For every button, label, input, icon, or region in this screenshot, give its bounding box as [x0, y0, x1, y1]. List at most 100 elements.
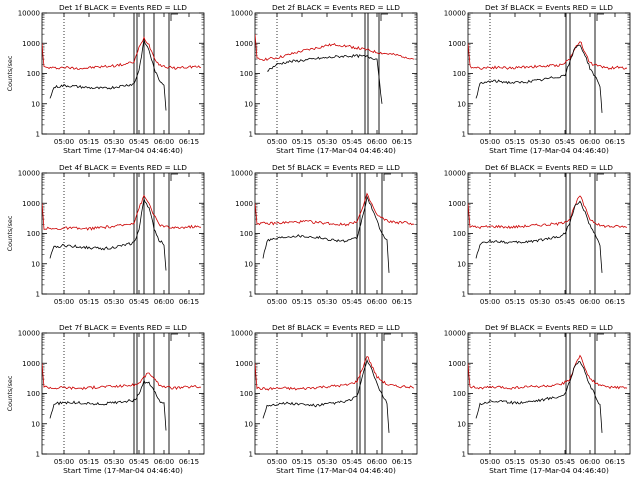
plot-frame	[467, 332, 631, 455]
y-tick-label: 10000	[231, 330, 253, 338]
panel-title: Det 5f BLACK = Events RED = LLD	[272, 163, 400, 172]
y-tick-label: 10000	[231, 170, 253, 178]
y-tick-label: 100	[27, 230, 40, 238]
y-axis-label: Counts/sec	[6, 375, 14, 411]
panel-title: Det 6f BLACK = Events RED = LLD	[485, 163, 613, 172]
bracket-mark	[170, 13, 178, 21]
series-events-line	[475, 200, 603, 273]
series-events-line	[49, 39, 167, 111]
x-tick-label: 05:00	[480, 458, 500, 466]
x-tick-label: 05:30	[104, 138, 124, 146]
y-tick-label: 1000	[448, 40, 466, 48]
panel-title: Det 3f BLACK = Events RED = LLD	[485, 3, 613, 12]
x-tick-label: 05:45	[342, 298, 362, 306]
x-tick-label: 05:45	[342, 138, 362, 146]
x-tick-label: 05:30	[530, 458, 550, 466]
x-axis-label: Start Time (17-Mar-04 04:46:40)	[489, 146, 609, 155]
x-tick-label: 05:00	[54, 138, 74, 146]
x-tick-label: 05:00	[480, 138, 500, 146]
y-tick-label: 10000	[18, 170, 40, 178]
x-axis-label: Start Time (17-Mar-04 04:46:40)	[276, 146, 396, 155]
y-tick-label: 10000	[444, 330, 466, 338]
y-tick-label: 1	[249, 291, 253, 299]
panel-det-6: Det 6f BLACK = Events RED = LLD 1 10 100 100…	[444, 163, 631, 306]
y-tick-label: 1000	[235, 200, 253, 208]
y-tick-label: 1	[249, 451, 253, 459]
y-tick-label: 10	[457, 420, 466, 428]
x-tick-label: 06:15	[605, 458, 625, 466]
series-events-line	[49, 197, 167, 271]
series-lld-line	[255, 355, 415, 391]
x-axis-label: Start Time (17-Mar-04 04:46:40)	[489, 466, 609, 475]
y-tick-label: 100	[240, 390, 253, 398]
x-tick-label: 05:30	[530, 298, 550, 306]
y-tick-label: 10	[244, 100, 253, 108]
series-events-line	[262, 358, 390, 433]
panel-title: Det 2f BLACK = Events RED = LLD	[272, 3, 400, 12]
y-tick-label: 100	[27, 390, 40, 398]
x-tick-label: 06:00	[154, 298, 174, 306]
x-tick-label: 06:15	[605, 298, 625, 306]
bracket-mark	[383, 173, 391, 181]
x-tick-label: 05:15	[292, 298, 312, 306]
y-tick-label: 100	[453, 70, 466, 78]
y-tick-label: 100	[27, 70, 40, 78]
series-events-line	[267, 53, 383, 104]
y-tick-label: 10000	[18, 330, 40, 338]
y-axis-label: Counts/sec	[6, 215, 14, 251]
y-tick-label: 1	[462, 291, 466, 299]
bracket-mark	[170, 333, 178, 341]
panel-det-1: Det 1f BLACK = Events RED = LLD 1 10 100 100…	[6, 3, 205, 155]
panel-det-2: Det 2f BLACK = Events RED = LLD 1 10 100 100…	[231, 3, 418, 155]
panel-title: Det 9f BLACK = Events RED = LLD	[485, 323, 613, 332]
x-tick-label: 06:15	[179, 298, 199, 306]
y-tick-label: 1	[36, 451, 40, 459]
x-tick-label: 05:45	[555, 458, 575, 466]
bracket-mark	[596, 173, 604, 181]
x-tick-label: 06:15	[392, 458, 412, 466]
x-tick-label: 06:00	[154, 138, 174, 146]
panel-det-8: Det 8f BLACK = Events RED = LLD 1 10 100 100…	[231, 323, 418, 475]
panel-title: Det 8f BLACK = Events RED = LLD	[272, 323, 400, 332]
x-tick-label: 05:30	[530, 138, 550, 146]
y-tick-label: 1000	[448, 200, 466, 208]
bracket-mark	[596, 13, 604, 21]
plot-frame	[254, 332, 418, 455]
panel-title: Det 7f BLACK = Events RED = LLD	[59, 323, 187, 332]
y-tick-label: 10000	[444, 10, 466, 18]
y-tick-label: 1	[36, 291, 40, 299]
x-tick-label: 05:00	[267, 298, 287, 306]
x-tick-label: 06:15	[179, 458, 199, 466]
panel-det-7: Det 7f BLACK = Events RED = LLD 1 10 100 100…	[6, 323, 205, 475]
panel-det-4: Det 4f BLACK = Events RED = LLD 1 10 100 100…	[6, 163, 205, 306]
panel-det-5: Det 5f BLACK = Events RED = LLD 1 10 100 100…	[231, 163, 418, 306]
y-tick-label: 1000	[22, 200, 40, 208]
y-tick-label: 1000	[22, 360, 40, 368]
x-tick-label: 05:15	[292, 458, 312, 466]
series-lld-line	[255, 34, 415, 61]
plot-frame	[41, 172, 205, 295]
x-tick-label: 06:00	[580, 138, 600, 146]
x-tick-label: 05:15	[505, 138, 525, 146]
series-lld-line	[468, 41, 628, 70]
y-tick-label: 1000	[448, 360, 466, 368]
y-tick-label: 10000	[444, 170, 466, 178]
x-tick-label: 05:00	[54, 298, 74, 306]
plot-frame	[467, 172, 631, 295]
bracket-mark	[380, 13, 388, 21]
x-tick-label: 06:15	[392, 298, 412, 306]
y-tick-label: 1000	[235, 360, 253, 368]
plot-frame	[254, 12, 418, 135]
x-tick-label: 05:30	[104, 458, 124, 466]
panel-det-9: Det 9f BLACK = Events RED = LLD 1 10 100 100…	[444, 323, 631, 475]
y-tick-label: 1	[36, 131, 40, 139]
y-tick-label: 1000	[22, 40, 40, 48]
x-tick-label: 05:00	[480, 298, 500, 306]
x-tick-label: 06:00	[154, 458, 174, 466]
x-tick-label: 05:00	[54, 458, 74, 466]
x-tick-label: 05:30	[317, 298, 337, 306]
x-tick-label: 05:15	[79, 458, 99, 466]
x-tick-label: 06:00	[580, 458, 600, 466]
bracket-mark	[596, 333, 604, 341]
